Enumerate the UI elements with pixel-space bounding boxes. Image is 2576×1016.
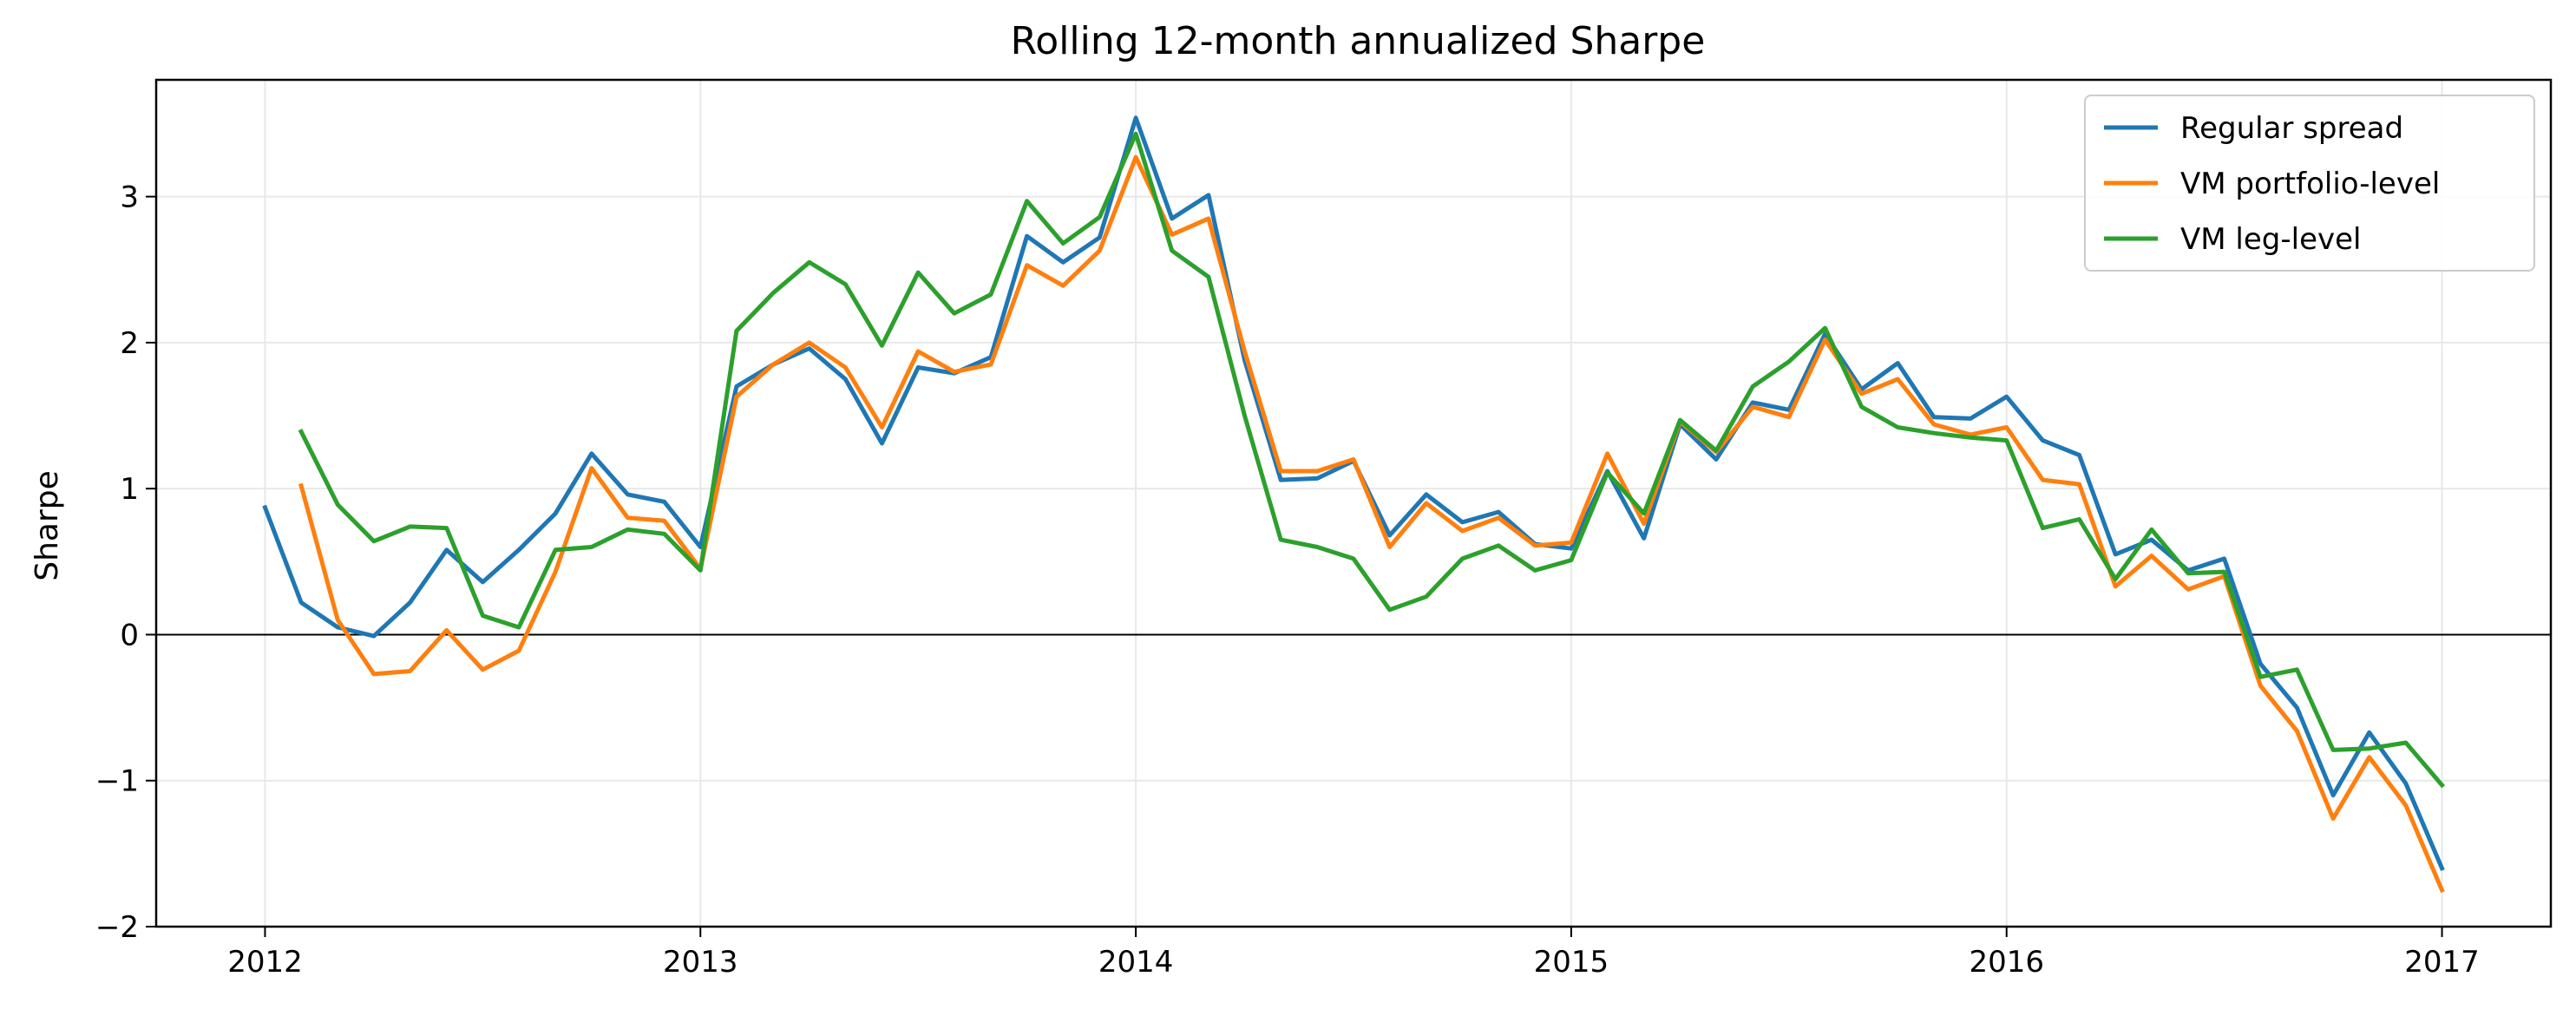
- x-tick-label: 2014: [1098, 945, 1174, 980]
- x-axis-ticks: 2012 2013 2014 2015 2016 2017: [227, 927, 2480, 980]
- y-tick-label: 1: [120, 472, 139, 507]
- x-tick-label: 2012: [227, 945, 303, 980]
- chart-title: Rolling 12-month annualized Sharpe: [1011, 19, 1706, 63]
- legend-label-3: VM leg-level: [2180, 222, 2361, 257]
- x-tick-label: 2015: [1534, 945, 1609, 980]
- y-axis-label: Sharpe: [29, 470, 65, 581]
- series-lines: [262, 115, 2446, 894]
- series-line-3: [298, 131, 2446, 789]
- y-tick-label: −2: [95, 910, 139, 945]
- axes-frame: [154, 78, 2553, 928]
- plot-frame: [154, 78, 2553, 928]
- legend: Regular spread VM portfolio-level VM leg-l…: [2084, 95, 2535, 272]
- y-tick-label: 3: [120, 180, 139, 215]
- y-axis-ticks: −2 −1 0 1 2 3: [95, 180, 156, 945]
- legend-label-1: Regular spread: [2180, 111, 2403, 146]
- y-tick-label: 0: [120, 618, 139, 652]
- legend-box: [2084, 95, 2535, 272]
- legend-label-2: VM portfolio-level: [2180, 167, 2440, 201]
- x-tick-label: 2016: [1969, 945, 2044, 980]
- series-line-2: [298, 154, 2445, 894]
- x-tick-label: 2013: [663, 945, 738, 980]
- y-tick-label: 2: [120, 326, 139, 361]
- x-tick-label: 2017: [2404, 945, 2480, 980]
- y-tick-label: −1: [95, 764, 139, 799]
